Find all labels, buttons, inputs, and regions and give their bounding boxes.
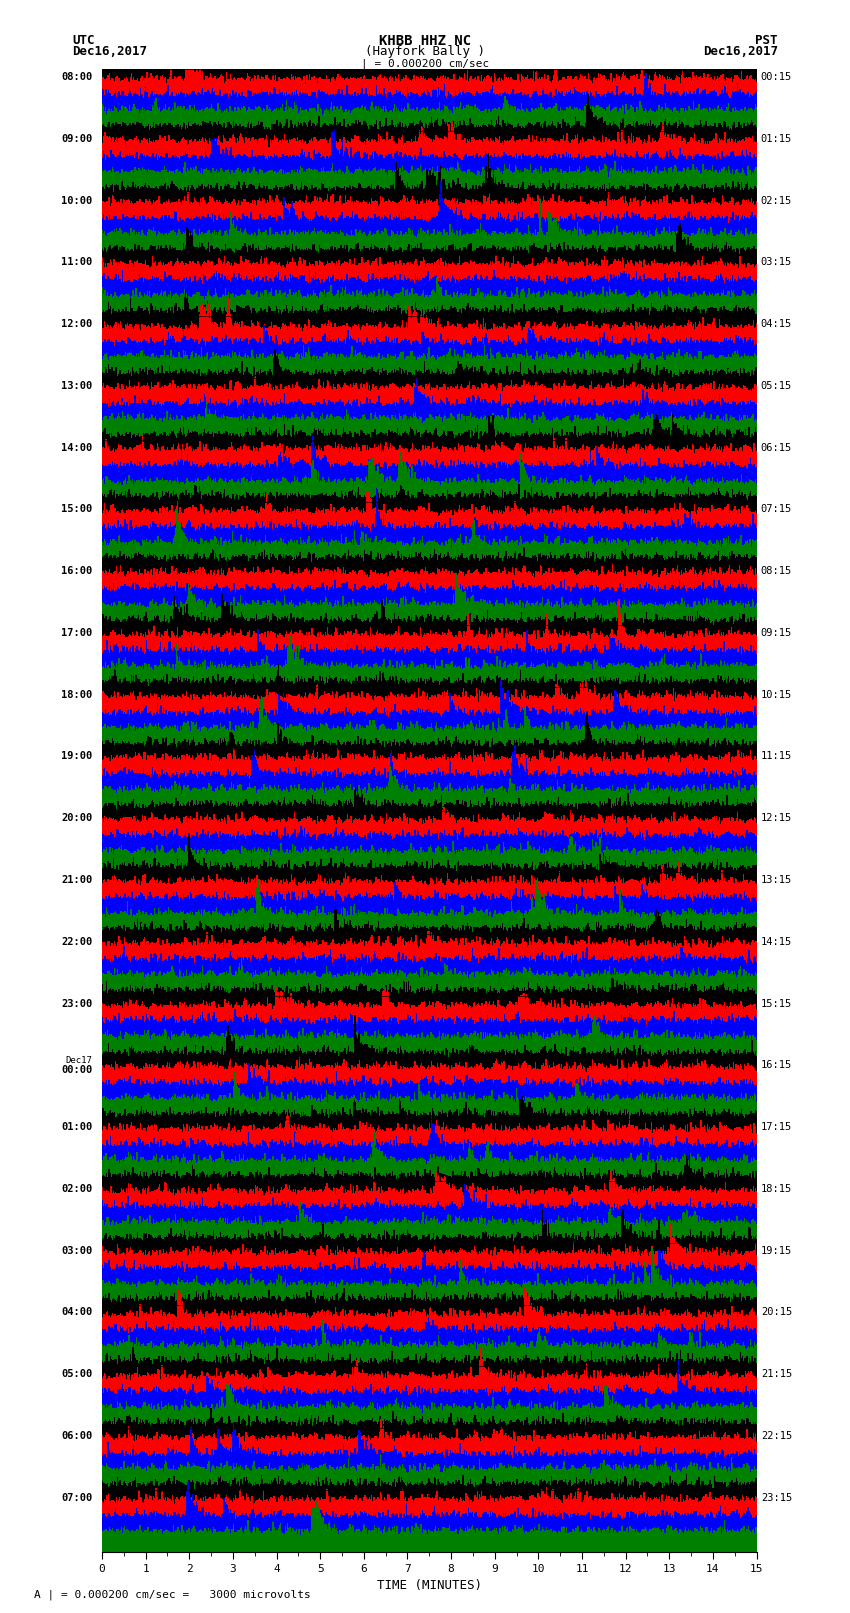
Text: 20:00: 20:00	[61, 813, 93, 823]
Text: 09:00: 09:00	[61, 134, 93, 144]
Text: 17:00: 17:00	[61, 627, 93, 639]
Bar	[102, 687, 756, 748]
Text: 07:15: 07:15	[761, 505, 792, 515]
Text: 19:00: 19:00	[61, 752, 93, 761]
Text: | = 0.000200 cm/sec: | = 0.000200 cm/sec	[361, 58, 489, 69]
Text: 08:00: 08:00	[61, 73, 93, 82]
Text: 17:15: 17:15	[761, 1123, 792, 1132]
Bar	[102, 194, 756, 255]
Text: 18:00: 18:00	[61, 690, 93, 700]
Text: A | = 0.000200 cm/sec =   3000 microvolts: A | = 0.000200 cm/sec = 3000 microvolts	[34, 1589, 311, 1600]
Text: 03:00: 03:00	[61, 1245, 93, 1255]
Bar	[102, 316, 756, 377]
Text: (Hayfork Bally ): (Hayfork Bally )	[365, 45, 485, 58]
Text: 05:00: 05:00	[61, 1369, 93, 1379]
Text: 02:00: 02:00	[61, 1184, 93, 1194]
Text: 00:00: 00:00	[61, 1065, 93, 1074]
Text: 18:15: 18:15	[761, 1184, 792, 1194]
Text: 15:00: 15:00	[61, 505, 93, 515]
Bar	[102, 811, 756, 873]
Text: 23:00: 23:00	[61, 998, 93, 1008]
Text: 21:15: 21:15	[761, 1369, 792, 1379]
Text: Dec16,2017: Dec16,2017	[703, 45, 778, 58]
Text: 19:15: 19:15	[761, 1245, 792, 1255]
Text: 04:15: 04:15	[761, 319, 792, 329]
Text: 02:15: 02:15	[761, 195, 792, 205]
Text: 13:00: 13:00	[61, 381, 93, 390]
Text: 16:00: 16:00	[61, 566, 93, 576]
Text: 01:00: 01:00	[61, 1123, 93, 1132]
Text: 14:00: 14:00	[61, 442, 93, 453]
Text: 15:15: 15:15	[761, 998, 792, 1008]
Text: 20:15: 20:15	[761, 1308, 792, 1318]
X-axis label: TIME (MINUTES): TIME (MINUTES)	[377, 1579, 482, 1592]
Text: 07:00: 07:00	[61, 1492, 93, 1503]
Text: 16:15: 16:15	[761, 1060, 792, 1071]
Text: 11:00: 11:00	[61, 258, 93, 268]
Bar	[102, 563, 756, 626]
Text: 08:15: 08:15	[761, 566, 792, 576]
Bar	[102, 1428, 756, 1490]
Text: 04:00: 04:00	[61, 1308, 93, 1318]
Bar	[102, 934, 756, 995]
Text: 22:00: 22:00	[61, 937, 93, 947]
Text: 21:00: 21:00	[61, 874, 93, 886]
Text: 01:15: 01:15	[761, 134, 792, 144]
Text: 10:00: 10:00	[61, 195, 93, 205]
Text: 10:15: 10:15	[761, 690, 792, 700]
Text: 00:15: 00:15	[761, 73, 792, 82]
Text: Dec16,2017: Dec16,2017	[72, 45, 147, 58]
Text: 23:15: 23:15	[761, 1492, 792, 1503]
Text: 14:15: 14:15	[761, 937, 792, 947]
Bar	[102, 1058, 756, 1119]
Text: Dec17: Dec17	[65, 1057, 93, 1065]
Text: 05:15: 05:15	[761, 381, 792, 390]
Bar	[102, 69, 756, 131]
Text: 06:00: 06:00	[61, 1431, 93, 1440]
Text: 12:00: 12:00	[61, 319, 93, 329]
Bar	[102, 440, 756, 502]
Text: 22:15: 22:15	[761, 1431, 792, 1440]
Text: 12:15: 12:15	[761, 813, 792, 823]
Text: 03:15: 03:15	[761, 258, 792, 268]
Text: 06:15: 06:15	[761, 442, 792, 453]
Bar	[102, 1181, 756, 1244]
Text: UTC: UTC	[72, 34, 94, 47]
Bar	[102, 1305, 756, 1366]
Text: 13:15: 13:15	[761, 874, 792, 886]
Text: 11:15: 11:15	[761, 752, 792, 761]
Text: PST: PST	[756, 34, 778, 47]
Text: KHBB HHZ NC: KHBB HHZ NC	[379, 34, 471, 48]
Text: 09:15: 09:15	[761, 627, 792, 639]
